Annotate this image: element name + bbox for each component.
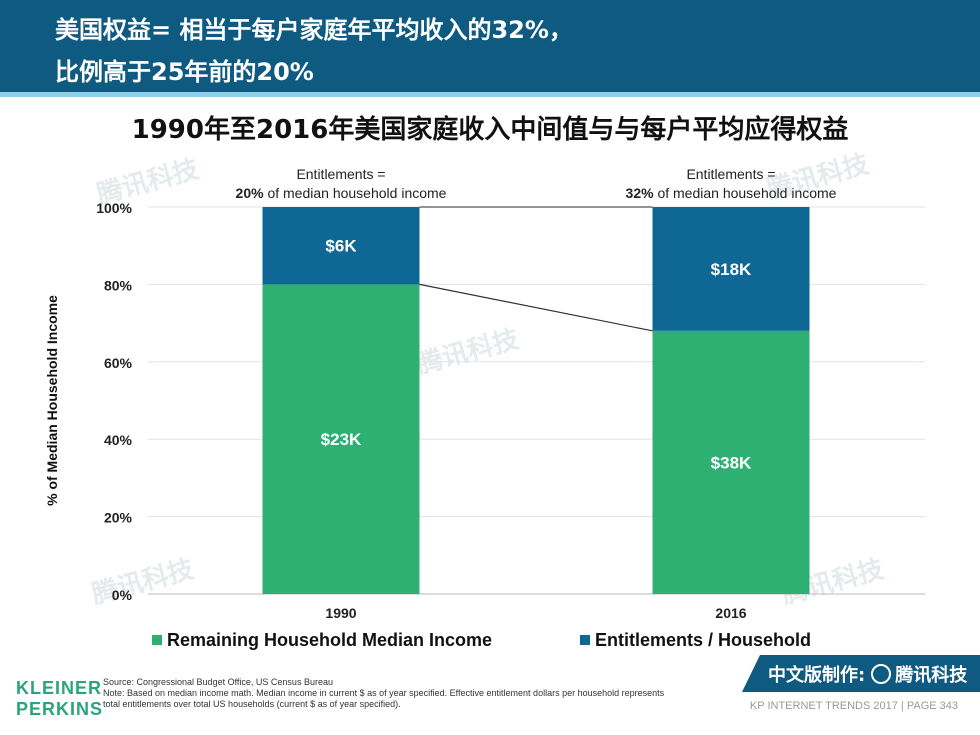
bar-1990-series-1 bbox=[262, 207, 420, 285]
note-text-1: Note: Based on median income math. Media… bbox=[103, 688, 665, 698]
headline-line-2: 比例高于25年前的20% bbox=[55, 58, 314, 86]
page-reference: KP INTERNET TRENDS 2017 | PAGE 343 bbox=[749, 700, 958, 712]
connector-line-green bbox=[419, 283, 653, 332]
y-tick-label-0: 0% bbox=[112, 587, 133, 603]
y-tick-label-60: 60% bbox=[104, 355, 133, 371]
x-tick-label-1990: 1990 bbox=[325, 605, 356, 621]
bar-label-1990-series-1: $6K bbox=[325, 237, 357, 256]
annotation-1-rest: of median household income bbox=[654, 185, 837, 201]
legend-swatch-1 bbox=[580, 635, 590, 645]
annotation-1-line-1: Entitlements = bbox=[686, 166, 775, 182]
title-banner: 美国权益= 相当于每户家庭年平均收入的32%， 比例高于25年前的20% bbox=[0, 0, 980, 92]
bar-2016-series-1 bbox=[652, 207, 810, 331]
perkins-logo-line-2: PERKINS bbox=[16, 699, 104, 719]
legend-label-1: Entitlements / Household bbox=[595, 630, 811, 650]
annotation-0-percent: 20% bbox=[236, 185, 265, 201]
x-tick-label-2016: 2016 bbox=[715, 605, 746, 621]
annotation-0-line-2: 20% of median household income bbox=[236, 185, 447, 201]
bar-2016-series-0 bbox=[652, 330, 810, 594]
watermark-text-2: 腾讯科技 bbox=[89, 554, 197, 610]
y-tick-label-20: 20% bbox=[104, 510, 133, 526]
source-text: Source: Congressional Budget Office, US … bbox=[103, 677, 333, 687]
chart-title: 1990年至2016年美国家庭收入中间值与与每户平均应得权益 bbox=[131, 115, 849, 145]
annotation-1-line-2: 32% of median household income bbox=[626, 185, 837, 201]
banner-accent-strip bbox=[0, 92, 980, 97]
bar-label-2016-series-0: $38K bbox=[711, 453, 752, 472]
y-tick-label-100: 100% bbox=[96, 200, 132, 216]
legend-swatch-0 bbox=[152, 635, 162, 645]
badge-prefix: 中文版制作: bbox=[768, 664, 866, 686]
y-tick-label-80: 80% bbox=[104, 277, 133, 293]
note-text-2: total entitlements over total US househo… bbox=[103, 699, 401, 709]
legend-label-0: Remaining Household Median Income bbox=[167, 630, 492, 650]
y-axis-label: % of Median Household Income bbox=[44, 295, 60, 506]
watermark-text-1: 腾讯科技 bbox=[414, 324, 522, 380]
annotation-1-percent: 32% bbox=[626, 185, 655, 201]
kleiner-logo-line-1: KLEINER bbox=[16, 678, 103, 698]
bar-1990-series-0 bbox=[262, 284, 420, 594]
tencent-logo-icon bbox=[871, 663, 892, 684]
badge-brand: 腾讯科技 bbox=[895, 664, 968, 686]
headline-line-1: 美国权益= 相当于每户家庭年平均收入的32%， bbox=[55, 16, 573, 44]
chinese-version-badge: 中文版制作: 腾讯科技 bbox=[742, 655, 980, 692]
bar-label-2016-series-1: $18K bbox=[711, 260, 752, 279]
annotation-0-line-1: Entitlements = bbox=[296, 166, 385, 182]
annotation-0-rest: of median household income bbox=[264, 185, 447, 201]
y-tick-label-40: 40% bbox=[104, 432, 133, 448]
bar-label-1990-series-0: $23K bbox=[321, 430, 362, 449]
